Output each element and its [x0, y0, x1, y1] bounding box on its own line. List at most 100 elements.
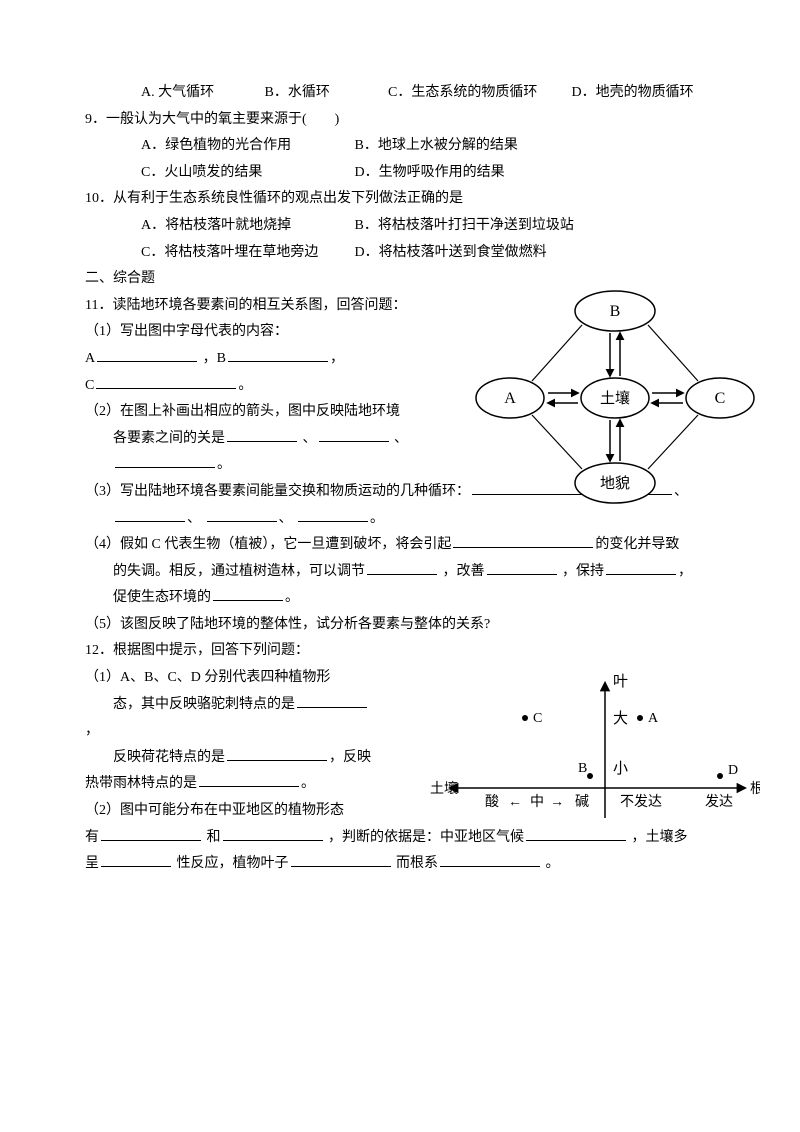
q11-p4b: 的变化并导致	[595, 537, 679, 552]
svg-text:不发达: 不发达	[620, 794, 662, 810]
q11-diagram: B A 土壤 C 地貌	[470, 283, 760, 524]
q8-option-a: A. 大气循环	[141, 80, 261, 107]
blank[interactable]	[96, 374, 236, 389]
svg-text:中: 中	[530, 794, 544, 810]
q9-options-row1: A．绿色植物的光合作用 B．地球上水被分解的结果	[85, 133, 740, 160]
q12-chart: 叶 大 小 根系 不发达 发达 土壤 酸 ← 中 → 碱 A B C D	[430, 668, 760, 849]
q10-option-d: D．将枯枝落叶送到食堂做燃料	[355, 240, 547, 267]
q12-stem: 12．根据图中提示，回答下列问题：	[85, 638, 740, 665]
svg-text:土壤: 土壤	[430, 780, 458, 797]
svg-text:C: C	[533, 711, 542, 726]
q9-stem: 9．一般认为大气中的氧主要来源于( )	[85, 107, 740, 134]
svg-text:根系: 根系	[750, 781, 760, 797]
q11-p4-row2: 的失调。相反，通过植树造林，可以调节 ，改善 ，保持，	[85, 559, 740, 586]
period: 。	[238, 378, 252, 393]
q9-option-c: C．火山喷发的结果	[141, 160, 351, 187]
q10-option-b: B．将枯枝落叶打扫干净送到垃圾站	[355, 213, 574, 240]
sep: 、	[394, 431, 408, 446]
svg-text:地貌: 地貌	[600, 475, 630, 492]
svg-text:B: B	[610, 303, 621, 320]
svg-text:酸: 酸	[485, 794, 499, 810]
svg-text:A: A	[648, 711, 659, 726]
q11-p4-row3: 促使生态环境的 。	[85, 585, 740, 612]
q9-option-a: A．绿色植物的光合作用	[141, 133, 351, 160]
q11-p3a: （3）写出陆地环境各要素间能量交换和物质运动的几种循环：	[85, 484, 470, 499]
period: 。	[546, 856, 560, 871]
sep: 、	[303, 431, 317, 446]
sep: 、	[279, 511, 293, 526]
blank[interactable]	[297, 693, 367, 708]
blank[interactable]	[487, 560, 557, 575]
q8-option-c: C．生态系统的物质循环	[388, 80, 568, 107]
q11-label-b: ，B	[203, 351, 226, 366]
blank[interactable]	[227, 746, 327, 761]
q12-p1e: ，反映	[329, 750, 371, 765]
blank[interactable]	[213, 586, 283, 601]
q12-p2f: 呈	[85, 856, 99, 871]
comma: ，	[678, 564, 692, 579]
q11-label-c: C	[85, 378, 94, 393]
blank[interactable]	[298, 507, 368, 522]
blank[interactable]	[97, 347, 197, 362]
q9-option-d: D．生物呼吸作用的结果	[355, 160, 505, 187]
q12-p2f-row: 呈 性反应，植物叶子 而根系 。	[85, 851, 740, 878]
q11-p4g: 促使生态环境的	[113, 590, 211, 605]
q12-p2c: 和	[207, 830, 221, 845]
svg-text:→: →	[550, 795, 564, 810]
period: 。	[370, 511, 384, 526]
q8-options: A. 大气循环 B．水循环 C．生态系统的物质循环 D．地壳的物质循环	[85, 80, 740, 107]
svg-text:土壤: 土壤	[600, 389, 630, 407]
q11-block: B A 土壤 C 地貌 11．读陆地环境各要素间的相互关系图，回答问题： （1）…	[85, 293, 740, 639]
blank[interactable]	[207, 507, 277, 522]
svg-text:A: A	[504, 390, 516, 407]
blank[interactable]	[115, 507, 185, 522]
q8-option-d: D．地壳的物质循环	[572, 80, 694, 107]
q11-p5: （5）该图反映了陆地环境的整体性，试分析各要素与整体的关系?	[85, 612, 740, 639]
q11-label-a: A	[85, 351, 95, 366]
q11-p4a: （4）假如 C 代表生物（植被），它一旦遭到破坏，将会引起	[85, 537, 451, 552]
q11-p4-row1: （4）假如 C 代表生物（植被），它一旦遭到破坏，将会引起 的变化并导致	[85, 532, 740, 559]
svg-text:D: D	[728, 763, 738, 778]
q12-p2b: 有	[85, 830, 99, 845]
q11-p2b: 各要素之间的关是	[113, 431, 225, 446]
svg-text:大: 大	[613, 710, 628, 727]
q12-block: 叶 大 小 根系 不发达 发达 土壤 酸 ← 中 → 碱 A B C D 12．…	[85, 638, 740, 877]
q10-option-c: C．将枯枝落叶埋在草地旁边	[141, 240, 351, 267]
blank[interactable]	[291, 852, 391, 867]
blank[interactable]	[606, 560, 676, 575]
q8-option-b: B．水循环	[265, 80, 385, 107]
comma: ，	[330, 351, 344, 366]
blank[interactable]	[199, 772, 299, 787]
q9-option-b: B．地球上水被分解的结果	[355, 133, 518, 160]
svg-text:叶: 叶	[613, 673, 628, 690]
blank[interactable]	[440, 852, 540, 867]
q10-options-row2: C．将枯枝落叶埋在草地旁边 D．将枯枝落叶送到食堂做燃料	[85, 240, 740, 267]
blank[interactable]	[101, 852, 171, 867]
q12-p1d: 反映荷花特点的是	[113, 750, 225, 765]
sep: 、	[187, 511, 201, 526]
svg-text:小: 小	[613, 760, 628, 777]
q12-p2h: 而根系	[396, 856, 438, 871]
q10-stem: 10．从有利于生态系统良性循环的观点出发下列做法正确的是	[85, 186, 740, 213]
period: 。	[217, 457, 231, 472]
blank[interactable]	[367, 560, 437, 575]
q12-p1b: 态，其中反映骆驼刺特点的是	[113, 697, 295, 712]
svg-text:B: B	[578, 761, 587, 776]
blank[interactable]	[453, 533, 593, 548]
blank[interactable]	[115, 453, 215, 468]
period: 。	[301, 776, 315, 791]
q10-options-row1: A．将枯枝落叶就地烧掉 B．将枯枝落叶打扫干净送到垃圾站	[85, 213, 740, 240]
svg-text:C: C	[715, 390, 726, 407]
blank[interactable]	[227, 427, 297, 442]
blank[interactable]	[319, 427, 389, 442]
q11-p4e: ，保持	[562, 564, 604, 579]
q9-options-row2: C．火山喷发的结果 D．生物呼吸作用的结果	[85, 160, 740, 187]
blank[interactable]	[101, 826, 201, 841]
q11-p4d: ，改善	[443, 564, 485, 579]
svg-text:←: ←	[508, 795, 522, 810]
blank[interactable]	[228, 347, 328, 362]
blank[interactable]	[223, 826, 323, 841]
q12-p2g: 性反应，植物叶子	[177, 856, 289, 871]
q10-option-a: A．将枯枝落叶就地烧掉	[141, 213, 351, 240]
period: 。	[285, 590, 299, 605]
